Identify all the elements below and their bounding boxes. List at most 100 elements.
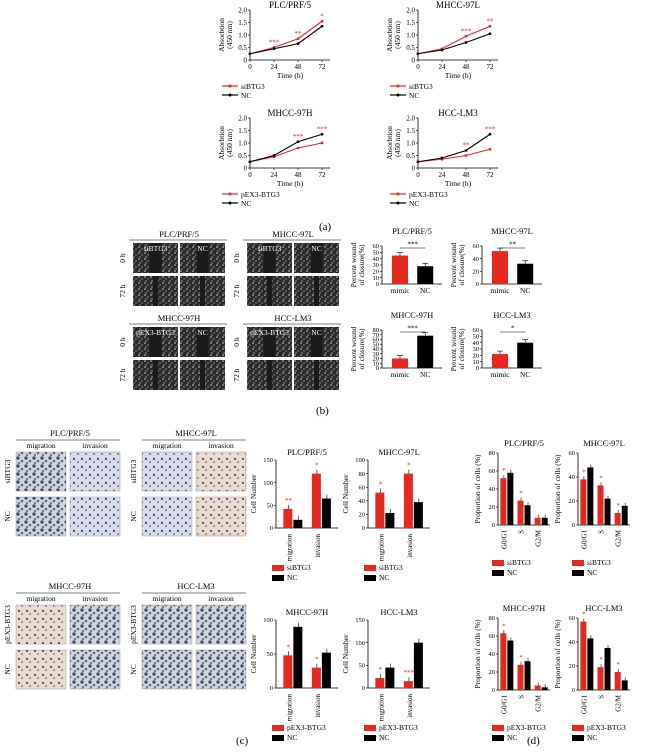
significance-star: *: [407, 462, 411, 470]
x-category-label: S: [518, 530, 526, 534]
x-category-label: NC: [520, 286, 530, 295]
data-point: [272, 47, 276, 51]
row-label: 72 h: [118, 284, 127, 297]
legend-marker: [228, 192, 232, 196]
bar: [283, 508, 293, 528]
bar: [311, 473, 321, 528]
y-tick-label: 0: [572, 522, 575, 529]
y-tick-label: 20: [473, 269, 480, 276]
y-tick-label: 0.5: [238, 152, 247, 160]
data-point: [248, 160, 252, 164]
row-label: 0 h: [232, 337, 241, 347]
y-tick-label: 20: [373, 269, 380, 276]
legend-marker: [396, 201, 400, 205]
y-axis-label: Cell Number: [249, 474, 258, 513]
image-group-title: HCC-LM3: [274, 313, 311, 323]
bar: [375, 492, 385, 528]
y-tick-label: 0: [270, 525, 273, 532]
y-axis-label: of closure(%): [457, 244, 466, 286]
image-group-title: MHCC-97L: [175, 428, 217, 438]
x-category-label: S: [598, 530, 606, 534]
series-line: [417, 133, 491, 163]
x-category-label: S: [518, 695, 526, 699]
y-tick-label: 0: [244, 57, 248, 65]
bar-chart-title: PLC/PRF/5: [392, 226, 432, 236]
legend-label: siBTG3: [241, 82, 265, 91]
bar: [541, 517, 548, 525]
data-point: [440, 48, 444, 52]
data-point: [464, 154, 468, 157]
bar: [541, 687, 548, 690]
bar-chart-title: PLC/PRF/5: [504, 438, 544, 448]
image-group-title: PLC/PRF/5: [159, 229, 199, 239]
y-tick-label: 40: [569, 639, 576, 646]
transwell-image: [141, 604, 193, 645]
y-tick-label: 0: [476, 281, 479, 288]
y-tick-label: 2.0: [406, 115, 415, 123]
bar: [621, 680, 628, 690]
legend-label: NC: [507, 568, 517, 577]
series-line: [249, 133, 323, 163]
column-label: invasion: [82, 441, 108, 450]
y-tick-label: 20: [359, 512, 366, 519]
column-label: pEX3-BTG3: [250, 328, 289, 337]
bar: [392, 358, 408, 368]
x-category-label: invasion: [406, 694, 414, 718]
legend-swatch-black: [272, 575, 284, 581]
legend-swatch-red: [272, 565, 284, 571]
y-tick-label: 20: [569, 498, 576, 505]
y-tick-label: 1.0: [238, 140, 247, 148]
x-tick-label: 24: [271, 63, 279, 71]
y-tick-label: 50: [373, 250, 380, 257]
bar: [492, 251, 508, 284]
significance-star: ***: [293, 133, 304, 141]
series-line: [249, 25, 323, 55]
x-category-label: invasion: [314, 534, 322, 558]
series-line: [417, 148, 491, 163]
y-tick-label: 80: [489, 615, 496, 622]
x-category-label: migration: [377, 694, 385, 722]
significance-star: *: [315, 656, 319, 664]
y-tick-label: 50: [373, 341, 380, 348]
y-tick-label: 30: [473, 346, 480, 353]
y-tick-label: 60: [373, 337, 380, 344]
significance-star: *: [582, 611, 586, 619]
bar: [413, 642, 423, 688]
column-label: migration: [26, 441, 55, 450]
significance-star: **: [295, 30, 303, 38]
row-label: 72 h: [118, 368, 127, 381]
wound-gap: [314, 360, 319, 390]
y-tick-label: 100: [355, 457, 365, 464]
caption-a: (a): [319, 221, 332, 233]
image-group-title: PLC/PRF/5: [50, 428, 90, 438]
column-label: siBTG3: [258, 244, 282, 253]
significance-star: *: [616, 661, 620, 669]
legend-label: NC: [287, 733, 297, 742]
x-tick-label: 0: [248, 171, 252, 179]
x-category-label: NC: [420, 370, 430, 379]
significance-star: *: [519, 490, 523, 498]
bar: [517, 263, 534, 284]
wound-gap: [310, 327, 323, 357]
wound-gap: [200, 360, 205, 390]
legend-marker: [228, 201, 232, 205]
y-tick-label: 1.5: [406, 127, 415, 135]
significance-star: ***: [317, 125, 328, 133]
row-label: siBTG3: [129, 459, 138, 483]
data-point: [488, 32, 492, 36]
y-tick-label: 80: [373, 327, 380, 334]
transwell-image: [195, 496, 247, 537]
y-axis-label: Proportion of cells (%): [473, 454, 482, 523]
x-category-label: S: [598, 695, 606, 699]
y-tick-label: 80: [359, 471, 366, 478]
image-group-title: MHCC-97L: [272, 229, 314, 239]
legend-marker: [228, 93, 232, 97]
row-label: NC: [129, 664, 138, 674]
significance-star: **: [509, 241, 517, 249]
bar-chart-title: HCC-LM3: [493, 310, 530, 320]
legend-swatch-red: [492, 560, 504, 566]
wound-gap: [196, 243, 209, 273]
significance-star: ***: [269, 39, 280, 47]
y-axis-label: Percent wound: [349, 326, 358, 371]
